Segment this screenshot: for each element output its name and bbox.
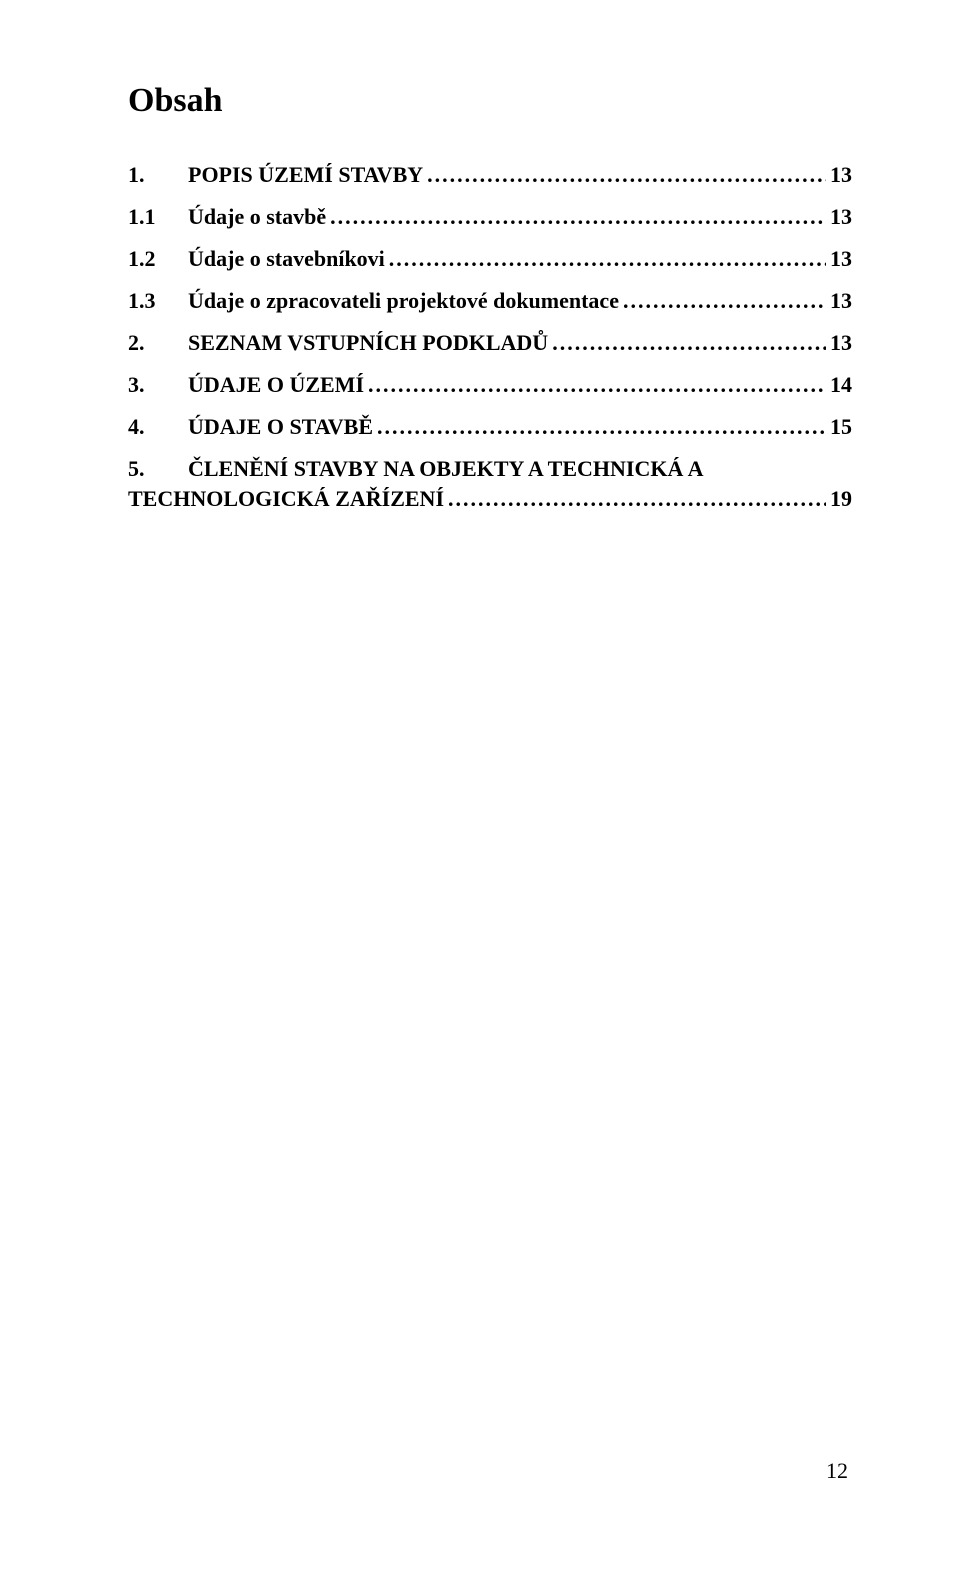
toc-item-1-3: 1.3 Údaje o zpracovateli projektové doku… bbox=[128, 288, 852, 314]
toc-label: SEZNAM VSTUPNÍCH PODKLADŮ bbox=[188, 330, 548, 356]
toc-number: 1.1 bbox=[128, 204, 188, 230]
toc-item-2: 2. SEZNAM VSTUPNÍCH PODKLADŮ 13 bbox=[128, 330, 852, 356]
toc-item-5-line1: 5. ČLENĚNÍ STAVBY NA OBJEKTY A TECHNICKÁ… bbox=[128, 456, 852, 482]
toc-label: Údaje o stavebníkovi bbox=[188, 246, 385, 272]
toc-item-1-2: 1.2 Údaje o stavebníkovi 13 bbox=[128, 246, 852, 272]
toc-number: 3. bbox=[128, 372, 188, 398]
toc-leader-dots bbox=[423, 162, 826, 188]
toc-label: ÚDAJE O ÚZEMÍ bbox=[188, 372, 364, 398]
toc-number: 5. bbox=[128, 456, 188, 482]
toc-page: 13 bbox=[826, 246, 852, 272]
toc-item-1: 1. POPIS ÚZEMÍ STAVBY 13 bbox=[128, 162, 852, 188]
page-number: 12 bbox=[826, 1458, 848, 1484]
toc-page: 13 bbox=[826, 162, 852, 188]
toc-page: 13 bbox=[826, 288, 852, 314]
toc-number: 1.3 bbox=[128, 288, 188, 314]
toc-label: ÚDAJE O STAVBĚ bbox=[188, 414, 373, 440]
toc-leader-dots bbox=[619, 288, 826, 314]
toc-label: Údaje o zpracovateli projektové dokument… bbox=[188, 288, 619, 314]
toc-leader-dots bbox=[364, 372, 826, 398]
toc-label: ČLENĚNÍ STAVBY NA OBJEKTY A TECHNICKÁ A bbox=[188, 456, 704, 482]
toc-page: 19 bbox=[826, 486, 852, 512]
toc-item-5-line2: TECHNOLOGICKÁ ZAŘÍZENÍ 19 bbox=[128, 486, 852, 512]
toc-leader-dots bbox=[444, 486, 826, 512]
toc-page: 13 bbox=[826, 330, 852, 356]
toc-leader-dots bbox=[385, 246, 826, 272]
toc-item-5: 5. ČLENĚNÍ STAVBY NA OBJEKTY A TECHNICKÁ… bbox=[128, 456, 852, 512]
toc-label: TECHNOLOGICKÁ ZAŘÍZENÍ bbox=[128, 486, 444, 512]
toc-label: Údaje o stavbě bbox=[188, 204, 326, 230]
toc-page: 14 bbox=[826, 372, 852, 398]
toc-number: 2. bbox=[128, 330, 188, 356]
toc-leader-dots bbox=[373, 414, 826, 440]
toc-leader-dots bbox=[548, 330, 826, 356]
toc-leader-dots bbox=[326, 204, 826, 230]
toc-number: 1. bbox=[128, 162, 188, 188]
toc-label: POPIS ÚZEMÍ STAVBY bbox=[188, 162, 423, 188]
toc-page: 13 bbox=[826, 204, 852, 230]
toc-number: 4. bbox=[128, 414, 188, 440]
toc-item-4: 4. ÚDAJE O STAVBĚ 15 bbox=[128, 414, 852, 440]
toc-number: 1.2 bbox=[128, 246, 188, 272]
toc-item-3: 3. ÚDAJE O ÚZEMÍ 14 bbox=[128, 372, 852, 398]
document-page: Obsah 1. POPIS ÚZEMÍ STAVBY 13 1.1 Údaje… bbox=[0, 0, 960, 512]
toc-page: 15 bbox=[826, 414, 852, 440]
page-title: Obsah bbox=[128, 82, 852, 120]
toc-item-1-1: 1.1 Údaje o stavbě 13 bbox=[128, 204, 852, 230]
